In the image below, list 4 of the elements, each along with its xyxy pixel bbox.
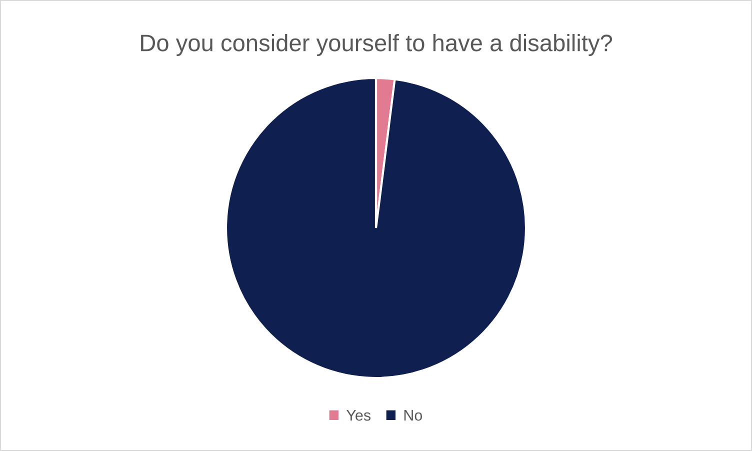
- chart-title: Do you consider yourself to have a disability?: [141, 34, 612, 56]
- pie-slice: [224, 76, 528, 380]
- legend-label: Yes: [346, 410, 371, 421]
- legend-label: No: [404, 410, 422, 421]
